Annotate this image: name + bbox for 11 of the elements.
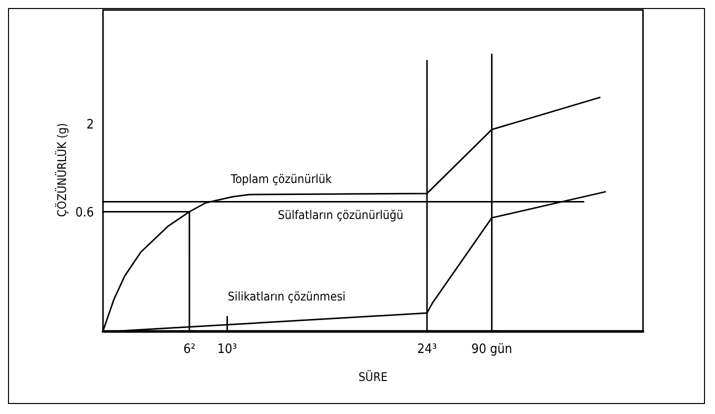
text: 2 [86, 118, 94, 132]
x-tick-label: 90 gün [471, 342, 512, 357]
y-axis-title: ÇÖZÜNÜRLÜK (g) [55, 123, 69, 217]
x-tick-label: 10³ [217, 342, 238, 357]
x-axis-title: SÜRE [358, 370, 388, 384]
text: 0.6 [75, 206, 94, 220]
series-label: Toplam çözünürlük [230, 172, 332, 186]
x-tick-label: 24³ [417, 342, 438, 357]
x-tick-label: 6² [183, 342, 196, 357]
series-label: Silikatların çözünmesi [228, 289, 346, 304]
series-label: Sülfatların çözünürlüğü [278, 208, 404, 222]
